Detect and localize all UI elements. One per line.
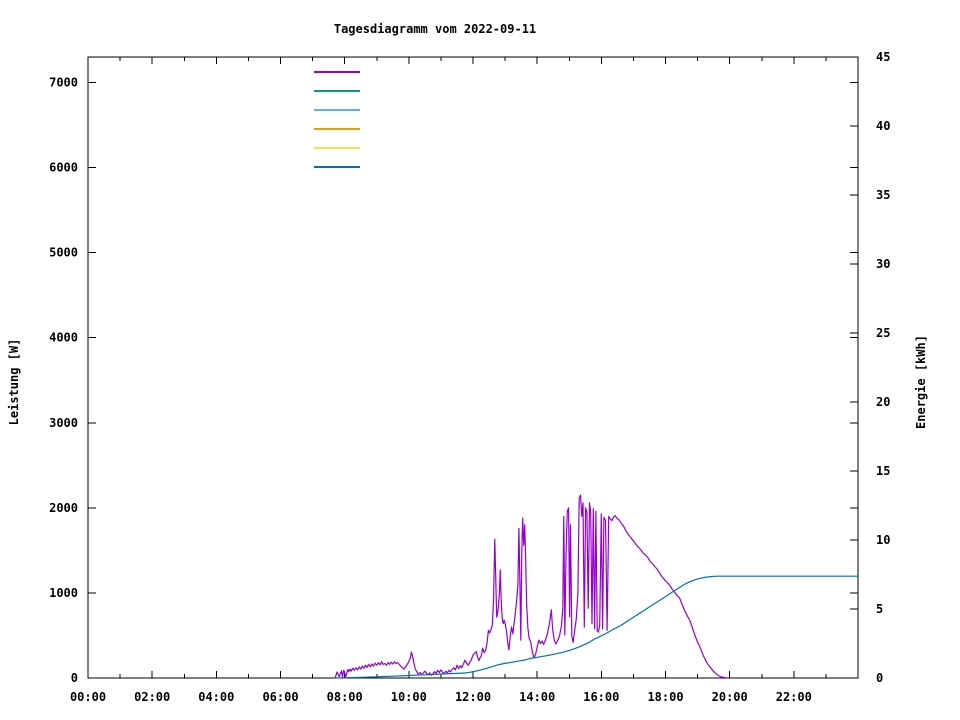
legend-line-swatch (314, 147, 360, 149)
x-tick-label: 02:00 (134, 690, 170, 704)
y-left-tick-label: 3000 (49, 416, 78, 430)
y-right-tick-label: 15 (876, 464, 890, 478)
y-left-tick-label: 2000 (49, 501, 78, 515)
x-tick-label: 04:00 (198, 690, 234, 704)
y-left-tick-label: 7000 (49, 76, 78, 90)
x-tick-label: 12:00 (455, 690, 491, 704)
legend: AC Leistung in [W]PV-Power-In in [W]PV-P… (0, 0, 960, 190)
y-right-tick-label: 45 (876, 50, 890, 64)
x-tick-label: 20:00 (712, 690, 748, 704)
legend-line-swatch (314, 90, 360, 92)
series-energie-in-kwh (334, 575, 858, 679)
legend-item: PV-1 Leistung in [W] (0, 119, 400, 138)
y-right-tick-label: 30 (876, 257, 890, 271)
chart-title: Tagesdiagramm vom 2022-09-11 (333, 22, 537, 36)
y-left-tick-label: 6000 (49, 161, 78, 175)
y-left-tick-label: 1000 (49, 586, 78, 600)
x-tick-label: 18:00 (647, 690, 683, 704)
legend-line-swatch (314, 71, 360, 73)
legend-item: Energie in [kWh] (0, 157, 400, 176)
y-right-tick-label: 5 (876, 602, 883, 616)
legend-item: PV-Power-Out in [W] (0, 100, 400, 119)
legend-line-swatch (314, 109, 360, 111)
y-right-tick-label: 10 (876, 533, 890, 547)
legend-item: PV-Power-In in [W] (0, 81, 400, 100)
y-left-tick-label: 5000 (49, 246, 78, 260)
y-right-tick-label: 25 (876, 326, 890, 340)
y-right-tick-label: 35 (876, 188, 890, 202)
legend-item: PV-2 Leistung in [W] (0, 138, 400, 157)
y-right-tick-label: 0 (876, 671, 883, 685)
series-ac-leistung-in-w (334, 494, 729, 679)
y-right-tick-label: 20 (876, 395, 890, 409)
y-right-tick-label: 40 (876, 119, 890, 133)
legend-line-swatch (314, 166, 360, 168)
x-tick-label: 00:00 (70, 690, 106, 704)
legend-item: AC Leistung in [W] (0, 62, 400, 81)
x-tick-label: 06:00 (262, 690, 298, 704)
x-tick-label: 22:00 (776, 690, 812, 704)
x-tick-label: 16:00 (583, 690, 619, 704)
legend-line-swatch (314, 128, 360, 130)
x-tick-label: 08:00 (327, 690, 363, 704)
x-tick-label: 14:00 (519, 690, 555, 704)
x-tick-label: 10:00 (391, 690, 427, 704)
y-left-tick-label: 4000 (49, 331, 78, 345)
y-left-tick-label: 0 (71, 671, 78, 685)
